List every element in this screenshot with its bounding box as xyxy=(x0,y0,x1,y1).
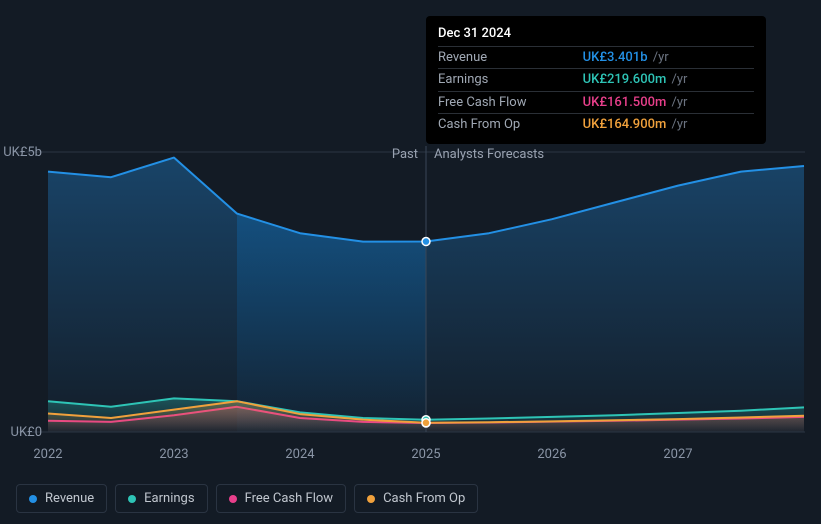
tooltip-row-value: UK£219.600m /yr xyxy=(583,69,754,92)
hover-tooltip: Dec 31 2024 RevenueUK£3.401b /yrEarnings… xyxy=(426,16,766,144)
legend-dot-icon xyxy=(229,495,237,503)
legend-item-label: Cash From Op xyxy=(383,491,465,506)
legend-item-label: Earnings xyxy=(144,491,194,506)
svg-text:2026: 2026 xyxy=(537,447,566,462)
chart-container: Past Analysts Forecasts UK£5b UK£0 2022 2023 2… xyxy=(0,0,821,524)
svg-text:2024: 2024 xyxy=(285,447,315,462)
legend-item-revenue[interactable]: Revenue xyxy=(16,484,107,513)
legend: Revenue Earnings Free Cash Flow Cash From O… xyxy=(16,484,478,513)
svg-text:2025: 2025 xyxy=(411,447,440,462)
tooltip-date: Dec 31 2024 xyxy=(438,24,754,44)
svg-text:UK£5b: UK£5b xyxy=(3,145,42,160)
svg-text:UK£0: UK£0 xyxy=(11,425,42,440)
legend-item-label: Revenue xyxy=(45,491,94,506)
legend-item-cfo[interactable]: Cash From Op xyxy=(354,484,478,513)
legend-dot-icon xyxy=(128,495,136,503)
svg-text:2027: 2027 xyxy=(663,447,692,462)
svg-text:Past: Past xyxy=(392,147,418,162)
tooltip-row-value: UK£3.401b /yr xyxy=(583,46,754,69)
svg-text:2022: 2022 xyxy=(33,447,62,462)
tooltip-row: Cash From OpUK£164.900m /yr xyxy=(438,114,754,136)
tooltip-row: EarningsUK£219.600m /yr xyxy=(438,69,754,92)
svg-text:Analysts Forecasts: Analysts Forecasts xyxy=(434,147,544,162)
tooltip-row-value: UK£164.900m /yr xyxy=(583,114,754,136)
tooltip-row: RevenueUK£3.401b /yr xyxy=(438,46,754,69)
tooltip-row-label: Revenue xyxy=(438,46,583,69)
legend-item-label: Free Cash Flow xyxy=(245,491,333,506)
tooltip-row-label: Earnings xyxy=(438,69,583,92)
tooltip-row: Free Cash FlowUK£161.500m /yr xyxy=(438,91,754,114)
legend-item-earnings[interactable]: Earnings xyxy=(115,484,207,513)
tooltip-row-label: Free Cash Flow xyxy=(438,91,583,114)
svg-text:2023: 2023 xyxy=(159,447,188,462)
tooltip-row-value: UK£161.500m /yr xyxy=(583,91,754,114)
legend-dot-icon xyxy=(29,495,37,503)
legend-item-fcf[interactable]: Free Cash Flow xyxy=(216,484,346,513)
tooltip-row-label: Cash From Op xyxy=(438,114,583,136)
legend-dot-icon xyxy=(367,495,375,503)
tooltip-table: RevenueUK£3.401b /yrEarningsUK£219.600m … xyxy=(438,46,754,136)
